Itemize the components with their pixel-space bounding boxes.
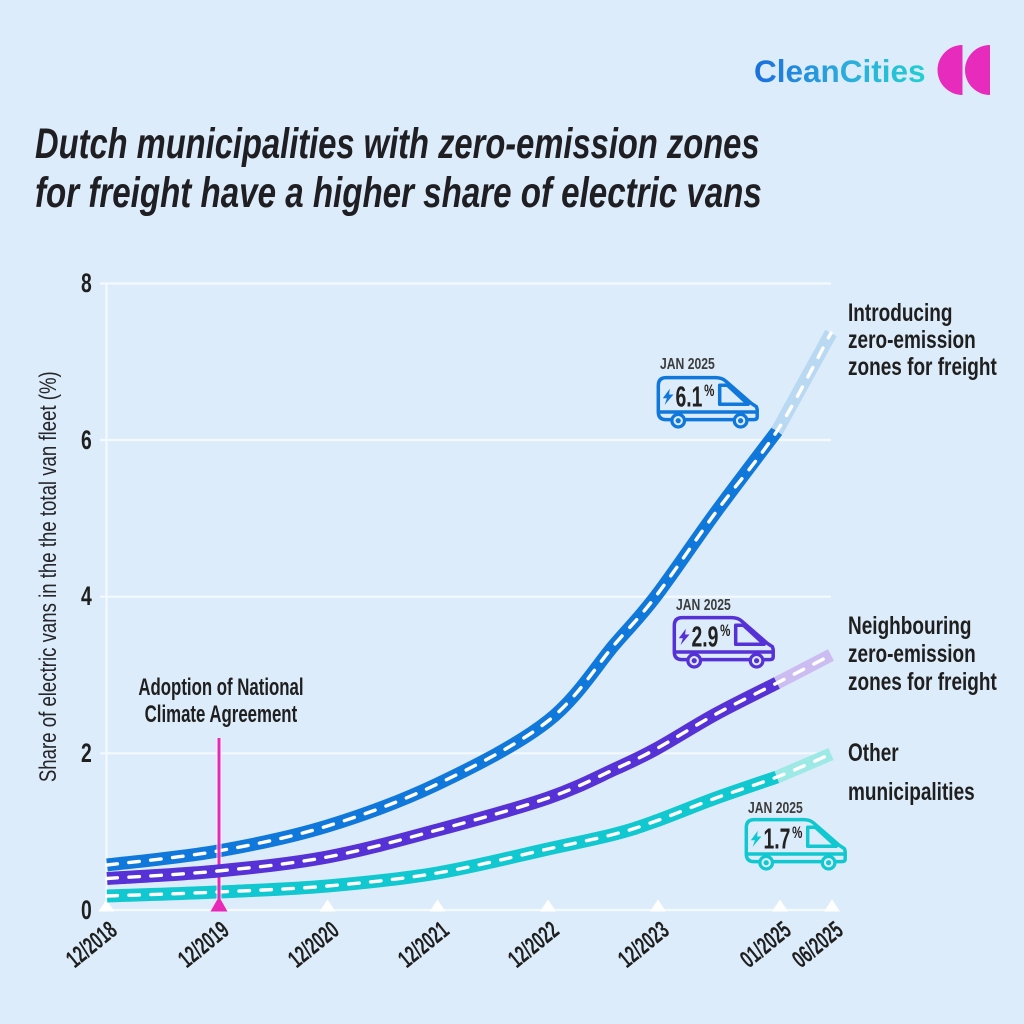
- svg-text:2.9: 2.9: [692, 622, 719, 654]
- svg-text:%: %: [704, 382, 715, 401]
- svg-text:1.7: 1.7: [764, 824, 791, 856]
- svg-text:6.1: 6.1: [676, 382, 703, 414]
- svg-text:%: %: [792, 824, 803, 843]
- svg-text:%: %: [720, 622, 731, 641]
